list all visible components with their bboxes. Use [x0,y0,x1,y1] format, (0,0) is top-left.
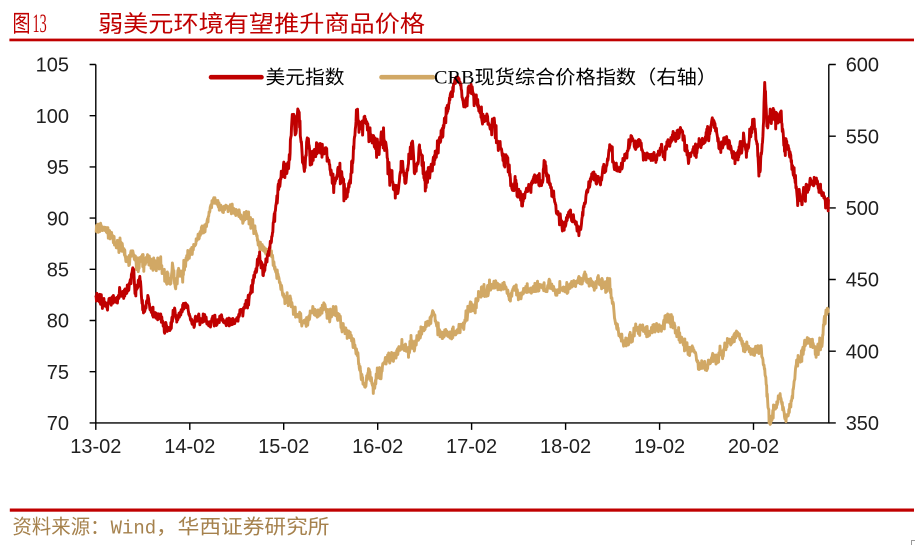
svg-text:600: 600 [846,55,879,77]
svg-text:Wind: Wind [111,518,157,540]
svg-text:19-02: 19-02 [634,436,685,458]
svg-text:17-02: 17-02 [446,436,497,458]
svg-text:美元指数: 美元指数 [266,67,345,89]
svg-text:75: 75 [47,362,69,384]
svg-text:350: 350 [846,413,879,435]
svg-text:16-02: 16-02 [352,436,403,458]
svg-text:CRB现货综合价格指数（右轴）: CRB现货综合价格指数（右轴） [434,67,717,89]
svg-text:图: 图 [13,11,31,37]
svg-text:80: 80 [47,311,69,333]
svg-text:，华西证券研究所: ，华西证券研究所 [156,516,330,539]
svg-text:85: 85 [47,260,69,282]
svg-text:15-02: 15-02 [258,436,309,458]
svg-text:13-02: 13-02 [70,436,121,458]
svg-text:20-02: 20-02 [728,436,779,458]
svg-text:18-02: 18-02 [540,436,591,458]
svg-text:90: 90 [47,208,69,230]
svg-text:105: 105 [36,55,69,77]
svg-text:400: 400 [846,341,879,363]
svg-text:资料来源：: 资料来源： [13,516,110,539]
svg-text:14-02: 14-02 [164,436,215,458]
svg-text:100: 100 [36,106,69,128]
svg-text:13: 13 [33,9,47,38]
svg-text:95: 95 [47,157,69,179]
svg-text:450: 450 [846,270,879,292]
svg-text:550: 550 [846,126,879,148]
svg-text:弱美元环境有望推升商品价格: 弱美元环境有望推升商品价格 [98,12,425,37]
svg-text:500: 500 [846,198,879,220]
svg-text:70: 70 [47,413,69,435]
